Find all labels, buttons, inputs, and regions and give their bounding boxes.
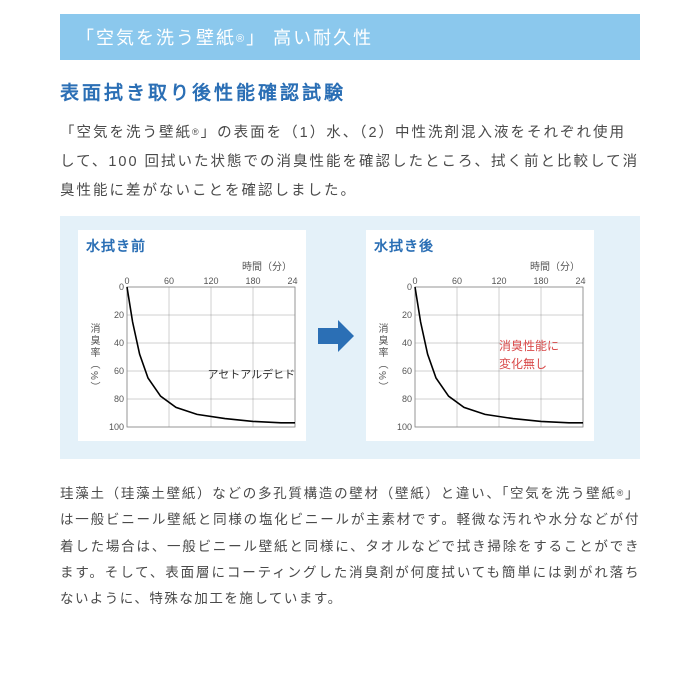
footnote: 珪藻土（珪藻土壁紙）などの多孔質構造の壁材（壁紙）と違い、「空気を洗う壁紙®」は… bbox=[60, 481, 640, 613]
intro-paragraph: 「空気を洗う壁紙®」の表面を（1）水、（2）中性洗剤混入液をそれぞれ使用して、1… bbox=[60, 119, 640, 206]
section-title: 表面拭き取り後性能確認試験 bbox=[60, 78, 640, 105]
charts-panel: 水拭き前 時間（分） 消臭率（%） 0 60 120 180 240 0 20 40 60 80 1… bbox=[60, 216, 640, 459]
svg-text:60: 60 bbox=[164, 276, 174, 286]
svg-text:0: 0 bbox=[119, 282, 124, 292]
chart-before-xlabel: 時間（分） bbox=[86, 258, 298, 273]
svg-text:120: 120 bbox=[491, 276, 506, 286]
svg-text:0: 0 bbox=[407, 282, 412, 292]
svg-text:100: 100 bbox=[397, 422, 412, 432]
svg-text:180: 180 bbox=[245, 276, 260, 286]
banner-suffix: 」 高い耐久性 bbox=[246, 28, 373, 48]
chart-before-svg: 0 60 120 180 240 0 20 40 60 80 100 アセトアルデヒド bbox=[103, 273, 298, 433]
svg-text:0: 0 bbox=[124, 276, 129, 286]
intro-reg: ® bbox=[192, 127, 201, 137]
chart-after-ylabel: 消臭率（%） bbox=[374, 273, 391, 433]
footnote-b: 」は一般ビニール壁紙と同様の塩化ビニールが主素材です。軽微な汚れや水分などが付着… bbox=[60, 486, 640, 606]
svg-text:240: 240 bbox=[575, 276, 586, 286]
chart-after-xlabel: 時間（分） bbox=[374, 258, 586, 273]
banner-reg: ® bbox=[236, 33, 246, 45]
document-page: 「空気を洗う壁紙®」 高い耐久性 表面拭き取り後性能確認試験 「空気を洗う壁紙®… bbox=[0, 0, 700, 633]
svg-text:80: 80 bbox=[402, 394, 412, 404]
chart-before-ylabel: 消臭率（%） bbox=[86, 273, 103, 433]
chart-after: 水拭き後 時間（分） 消臭率（%） 0 60 120 180 240 0 20 40 60 80 1… bbox=[366, 230, 594, 441]
svg-text:100: 100 bbox=[109, 422, 124, 432]
svg-text:180: 180 bbox=[533, 276, 548, 286]
svg-text:20: 20 bbox=[402, 310, 412, 320]
svg-text:変化無し: 変化無し bbox=[499, 356, 547, 371]
chart-before: 水拭き前 時間（分） 消臭率（%） 0 60 120 180 240 0 20 40 60 80 1… bbox=[78, 230, 306, 441]
banner-prefix: 「空気を洗う壁紙 bbox=[76, 28, 236, 48]
svg-text:60: 60 bbox=[114, 366, 124, 376]
svg-text:240: 240 bbox=[287, 276, 298, 286]
intro-a: 「空気を洗う壁紙 bbox=[60, 125, 192, 141]
chart-after-svg: 0 60 120 180 240 0 20 40 60 80 100 消臭性能に変化無し bbox=[391, 273, 586, 433]
chart-after-title: 水拭き後 bbox=[374, 236, 586, 256]
svg-text:40: 40 bbox=[114, 338, 124, 348]
footnote-reg: ® bbox=[617, 488, 625, 498]
svg-text:60: 60 bbox=[402, 366, 412, 376]
svg-text:消臭性能に: 消臭性能に bbox=[499, 338, 559, 353]
svg-text:0: 0 bbox=[412, 276, 417, 286]
svg-text:120: 120 bbox=[203, 276, 218, 286]
svg-text:40: 40 bbox=[402, 338, 412, 348]
banner: 「空気を洗う壁紙®」 高い耐久性 bbox=[60, 14, 640, 60]
chart-before-title: 水拭き前 bbox=[86, 236, 298, 256]
svg-text:アセトアルデヒド: アセトアルデヒド bbox=[208, 367, 296, 381]
footnote-a: 珪藻土（珪藻土壁紙）などの多孔質構造の壁材（壁紙）と違い、「空気を洗う壁紙 bbox=[60, 486, 617, 501]
svg-text:20: 20 bbox=[114, 310, 124, 320]
svg-text:80: 80 bbox=[114, 394, 124, 404]
arrow-icon bbox=[316, 316, 356, 356]
svg-text:60: 60 bbox=[452, 276, 462, 286]
